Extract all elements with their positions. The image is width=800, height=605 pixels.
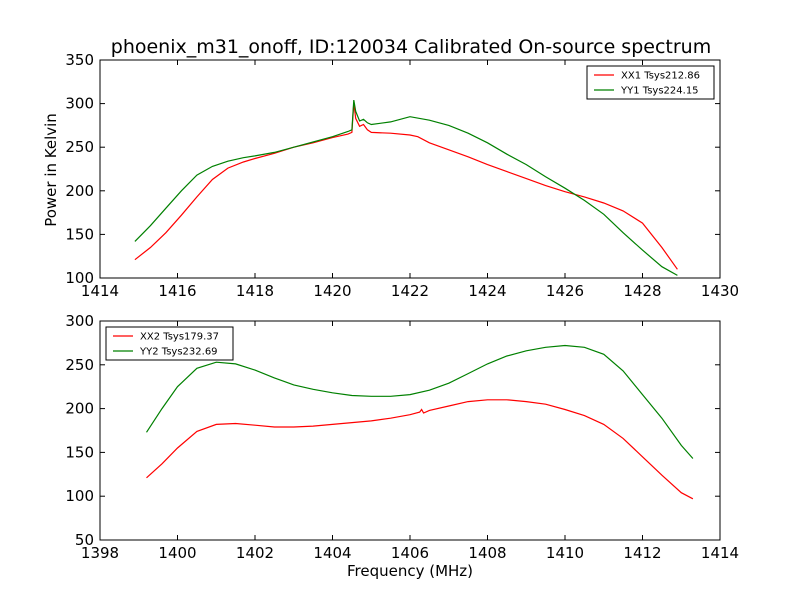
- figure-title: phoenix_m31_onoff, ID:120034 Calibrated …: [111, 36, 711, 58]
- bottom-series-line-1: [146, 399, 694, 500]
- bottom-x-tick-label: 1410: [546, 544, 584, 562]
- bottom-x-tick-label: 1402: [236, 544, 274, 562]
- top-legend-label-1: XX1 Tsys212.86: [621, 71, 700, 82]
- bottom-x-tick-label: 1408: [468, 544, 506, 562]
- bottom-y-tick-label: 100: [65, 487, 94, 505]
- top-y-tick-label: 100: [65, 269, 94, 287]
- top-series-line-2: [134, 100, 678, 276]
- bottom-y-tick-label: 250: [65, 356, 94, 374]
- bottom-legend: XX2 Tsys179.37 YY2 Tsys232.69: [105, 326, 234, 361]
- bottom-y-tick-label: 50: [75, 531, 94, 549]
- top-series-line-1: [134, 102, 678, 270]
- bottom-x-tick-label: 1404: [313, 544, 351, 562]
- top-legend-label-2: YY1 Tsys224.15: [620, 86, 699, 97]
- top-subplot: Power in Kelvin 1414 1416 1418 1420 1422 1424…: [42, 51, 739, 300]
- top-legend: XX1 Tsys212.86 YY1 Tsys224.15: [586, 65, 715, 100]
- bottom-y-tick-label: 150: [65, 443, 94, 461]
- top-y-tick-label: 300: [65, 95, 94, 113]
- bottom-y-tick-label: 200: [65, 400, 94, 418]
- bottom-legend-label-2: YY2 Tsys232.69: [139, 347, 218, 358]
- top-ylabel: Power in Kelvin: [42, 113, 60, 227]
- top-x-tick-label: 1414: [81, 282, 119, 300]
- bottom-subplot: Frequency (MHz) 1398 1400 1402 1404 1406 1408…: [65, 312, 739, 580]
- top-x-tick-label: 1418: [236, 282, 274, 300]
- top-y-tick-label: 250: [65, 138, 94, 156]
- bottom-legend-box: [105, 326, 234, 361]
- top-x-tick-label: 1426: [546, 282, 584, 300]
- top-y-tick-label: 200: [65, 182, 94, 200]
- top-x-tick-label: 1422: [391, 282, 429, 300]
- top-y-tick-label: 350: [65, 51, 94, 69]
- top-x-tick-label: 1416: [158, 282, 196, 300]
- bottom-x-tick-label: 1406: [391, 544, 429, 562]
- bottom-x-tick-label: 1414: [701, 544, 739, 562]
- top-x-tick-label: 1420: [313, 282, 351, 300]
- top-y-tick-label: 150: [65, 225, 94, 243]
- bottom-x-tick-label: 1400: [158, 544, 196, 562]
- bottom-xlabel: Frequency (MHz): [347, 562, 473, 580]
- top-x-tick-label: 1424: [468, 282, 506, 300]
- bottom-x-tick-label: 1412: [623, 544, 661, 562]
- top-x-tick-label: 1428: [623, 282, 661, 300]
- bottom-y-tick-label: 300: [65, 312, 94, 330]
- top-legend-box: [586, 65, 715, 100]
- bottom-series-line-2: [145, 344, 694, 459]
- top-x-tick-label: 1430: [701, 282, 739, 300]
- bottom-x-tick-label: 1398: [81, 544, 119, 562]
- bottom-legend-label-1: XX2 Tsys179.37: [140, 332, 219, 343]
